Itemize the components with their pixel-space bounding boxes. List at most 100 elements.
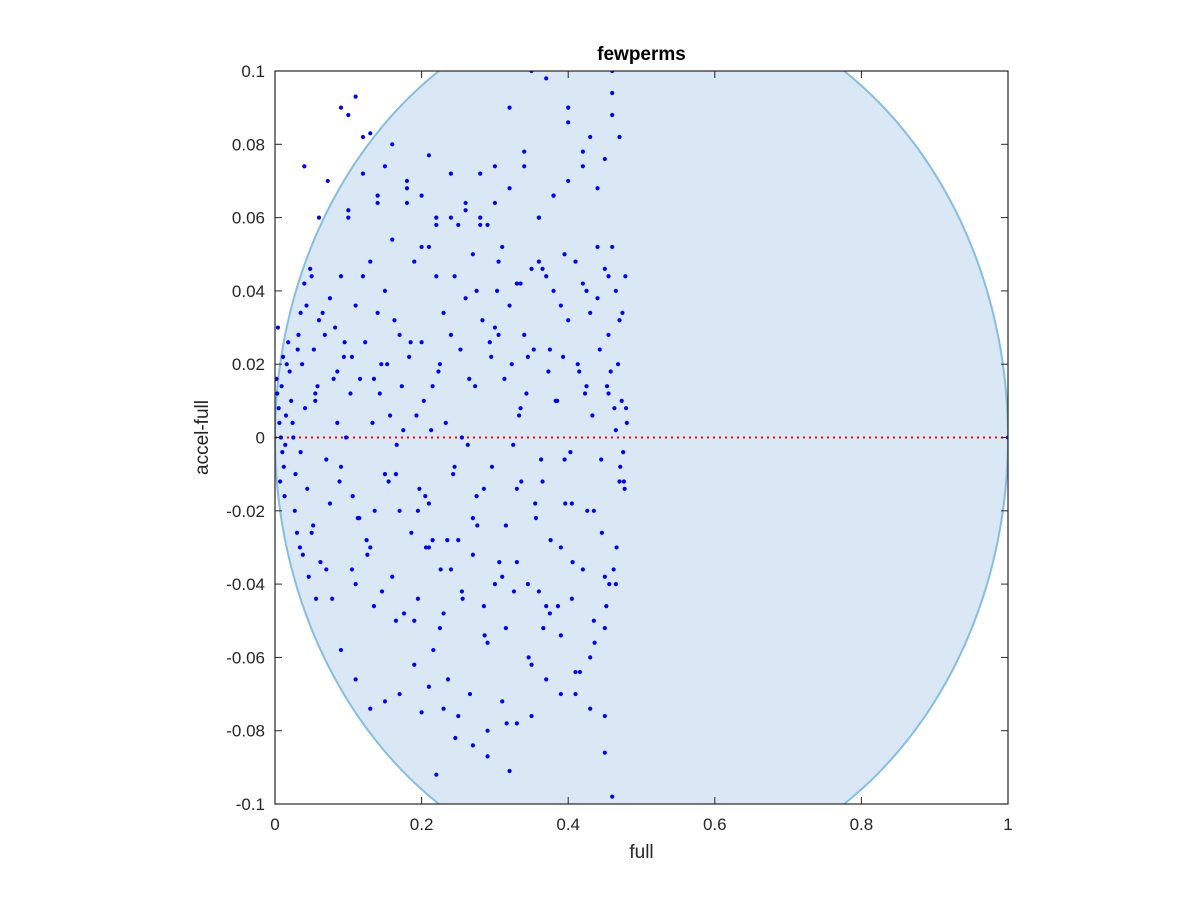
data-point xyxy=(541,625,546,631)
data-point xyxy=(500,574,505,579)
data-point xyxy=(348,391,353,396)
data-point xyxy=(507,186,512,191)
data-point xyxy=(275,391,280,396)
data-point xyxy=(566,120,571,125)
data-point xyxy=(551,193,556,198)
data-point xyxy=(480,318,485,323)
data-point xyxy=(470,552,476,557)
y-tick-labels: -0.1 -0.08 -0.06 -0.04 -0.02 0 0.02 0.04… xyxy=(226,62,265,814)
data-point xyxy=(504,721,509,726)
data-point xyxy=(298,310,303,315)
data-point xyxy=(624,406,629,411)
data-point xyxy=(558,545,563,550)
data-point xyxy=(379,362,384,367)
data-point xyxy=(467,691,473,697)
y-tick-label: 0.02 xyxy=(232,355,265,374)
data-point xyxy=(426,684,432,689)
data-point xyxy=(325,178,330,184)
data-point xyxy=(429,428,434,433)
data-point xyxy=(306,574,311,579)
data-point xyxy=(412,662,417,667)
data-point xyxy=(333,325,338,330)
data-point xyxy=(607,582,612,587)
data-point xyxy=(511,442,516,447)
data-point xyxy=(526,655,531,660)
data-point xyxy=(335,369,340,374)
data-point xyxy=(423,494,428,499)
data-point xyxy=(595,296,600,301)
data-point xyxy=(293,472,298,477)
data-point xyxy=(580,281,585,286)
data-point xyxy=(540,266,545,272)
data-point xyxy=(533,516,539,521)
data-point xyxy=(573,691,578,697)
data-point xyxy=(584,384,589,389)
data-point xyxy=(522,164,527,169)
data-point xyxy=(611,567,616,572)
data-point xyxy=(487,340,492,345)
data-point xyxy=(624,420,629,425)
data-point xyxy=(364,538,369,543)
data-point xyxy=(421,398,426,403)
data-point xyxy=(573,669,578,675)
data-point xyxy=(394,442,399,447)
data-point xyxy=(544,274,549,279)
data-point xyxy=(287,369,292,374)
data-point xyxy=(392,318,397,323)
y-tick-label: -0.1 xyxy=(236,795,265,814)
data-point xyxy=(525,354,530,359)
shaded-region xyxy=(275,71,1008,804)
data-point xyxy=(509,362,514,367)
data-point xyxy=(441,310,446,315)
data-point xyxy=(419,710,424,715)
data-point xyxy=(452,274,457,279)
data-point xyxy=(387,413,393,418)
data-point xyxy=(434,215,439,220)
data-point xyxy=(492,325,497,330)
data-point xyxy=(426,244,432,250)
data-point xyxy=(300,362,305,367)
data-point xyxy=(604,603,609,609)
data-point xyxy=(529,713,534,719)
data-point xyxy=(434,772,439,777)
data-point xyxy=(602,625,607,631)
data-point xyxy=(322,332,327,337)
data-point xyxy=(580,164,585,169)
data-point xyxy=(606,391,611,396)
data-point xyxy=(360,274,366,279)
data-point xyxy=(573,259,578,264)
data-point xyxy=(397,332,402,337)
data-point xyxy=(313,596,319,601)
data-point xyxy=(337,479,342,484)
data-point xyxy=(547,347,552,352)
data-point xyxy=(502,376,507,381)
data-point xyxy=(485,754,490,759)
data-point xyxy=(448,332,454,337)
data-point xyxy=(419,340,424,345)
data-point xyxy=(309,274,314,279)
y-tick-label: 0 xyxy=(256,429,265,448)
data-point xyxy=(620,310,625,315)
data-point xyxy=(441,706,446,711)
data-point xyxy=(437,362,443,367)
data-point xyxy=(575,362,580,367)
data-point xyxy=(453,735,458,741)
data-point xyxy=(533,501,538,506)
data-point xyxy=(547,611,552,616)
data-point xyxy=(580,149,585,154)
x-axis-label: full xyxy=(629,842,653,863)
y-tick-label: -0.04 xyxy=(226,575,265,594)
data-point xyxy=(316,215,322,220)
data-point xyxy=(335,420,340,425)
data-point xyxy=(324,567,329,572)
data-point xyxy=(397,691,402,697)
x-tick-label: 0.6 xyxy=(703,815,727,834)
data-point xyxy=(474,288,479,293)
data-point xyxy=(308,266,313,272)
y-tick-label: -0.08 xyxy=(226,722,265,741)
data-point xyxy=(613,288,618,293)
data-point xyxy=(481,486,486,491)
data-point xyxy=(577,669,583,675)
data-point xyxy=(445,538,450,543)
